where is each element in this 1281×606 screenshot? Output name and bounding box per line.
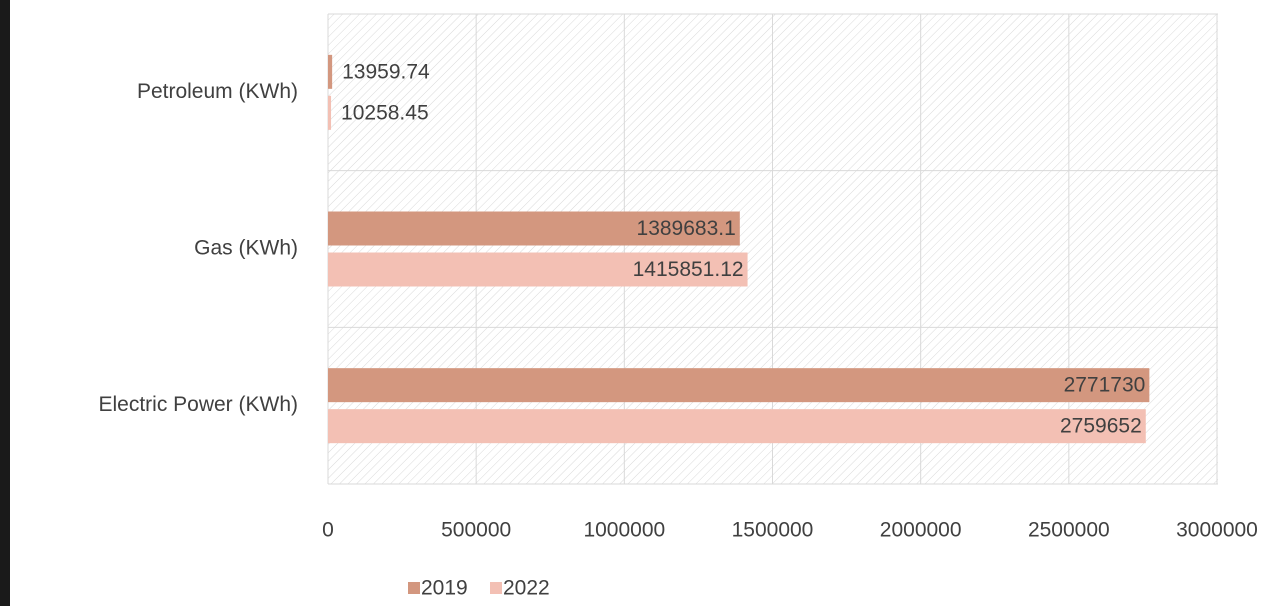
bar bbox=[328, 368, 1150, 403]
data-label: 2759652 bbox=[1060, 415, 1142, 438]
x-tick-label: 0 bbox=[322, 519, 334, 542]
left-edge bbox=[0, 0, 10, 606]
data-label: 13959.74 bbox=[342, 60, 430, 83]
bar bbox=[328, 54, 333, 89]
y-tick-label: Petroleum (KWh) bbox=[137, 80, 298, 103]
data-label: 10258.45 bbox=[341, 101, 429, 124]
data-label: 1415851.12 bbox=[633, 258, 744, 281]
y-tick-label: Gas (KWh) bbox=[194, 237, 298, 260]
x-tick-label: 2500000 bbox=[1028, 519, 1110, 542]
legend-label: 2019 bbox=[421, 577, 468, 600]
bar bbox=[328, 252, 748, 287]
bar bbox=[328, 95, 332, 130]
legend-swatch bbox=[490, 582, 502, 594]
x-tick-label: 1000000 bbox=[583, 519, 665, 542]
data-label: 1389683.1 bbox=[637, 217, 736, 240]
bar bbox=[328, 409, 1146, 444]
bar bbox=[328, 211, 740, 246]
y-tick-label: Electric Power (KWh) bbox=[98, 393, 298, 416]
legend-swatch bbox=[408, 582, 420, 594]
x-tick-label: 500000 bbox=[441, 519, 511, 542]
data-label: 2771730 bbox=[1064, 374, 1146, 397]
x-tick-label: 1500000 bbox=[732, 519, 814, 542]
legend-label: 2022 bbox=[503, 577, 550, 600]
x-tick-label: 3000000 bbox=[1176, 519, 1258, 542]
x-tick-label: 2000000 bbox=[880, 519, 962, 542]
